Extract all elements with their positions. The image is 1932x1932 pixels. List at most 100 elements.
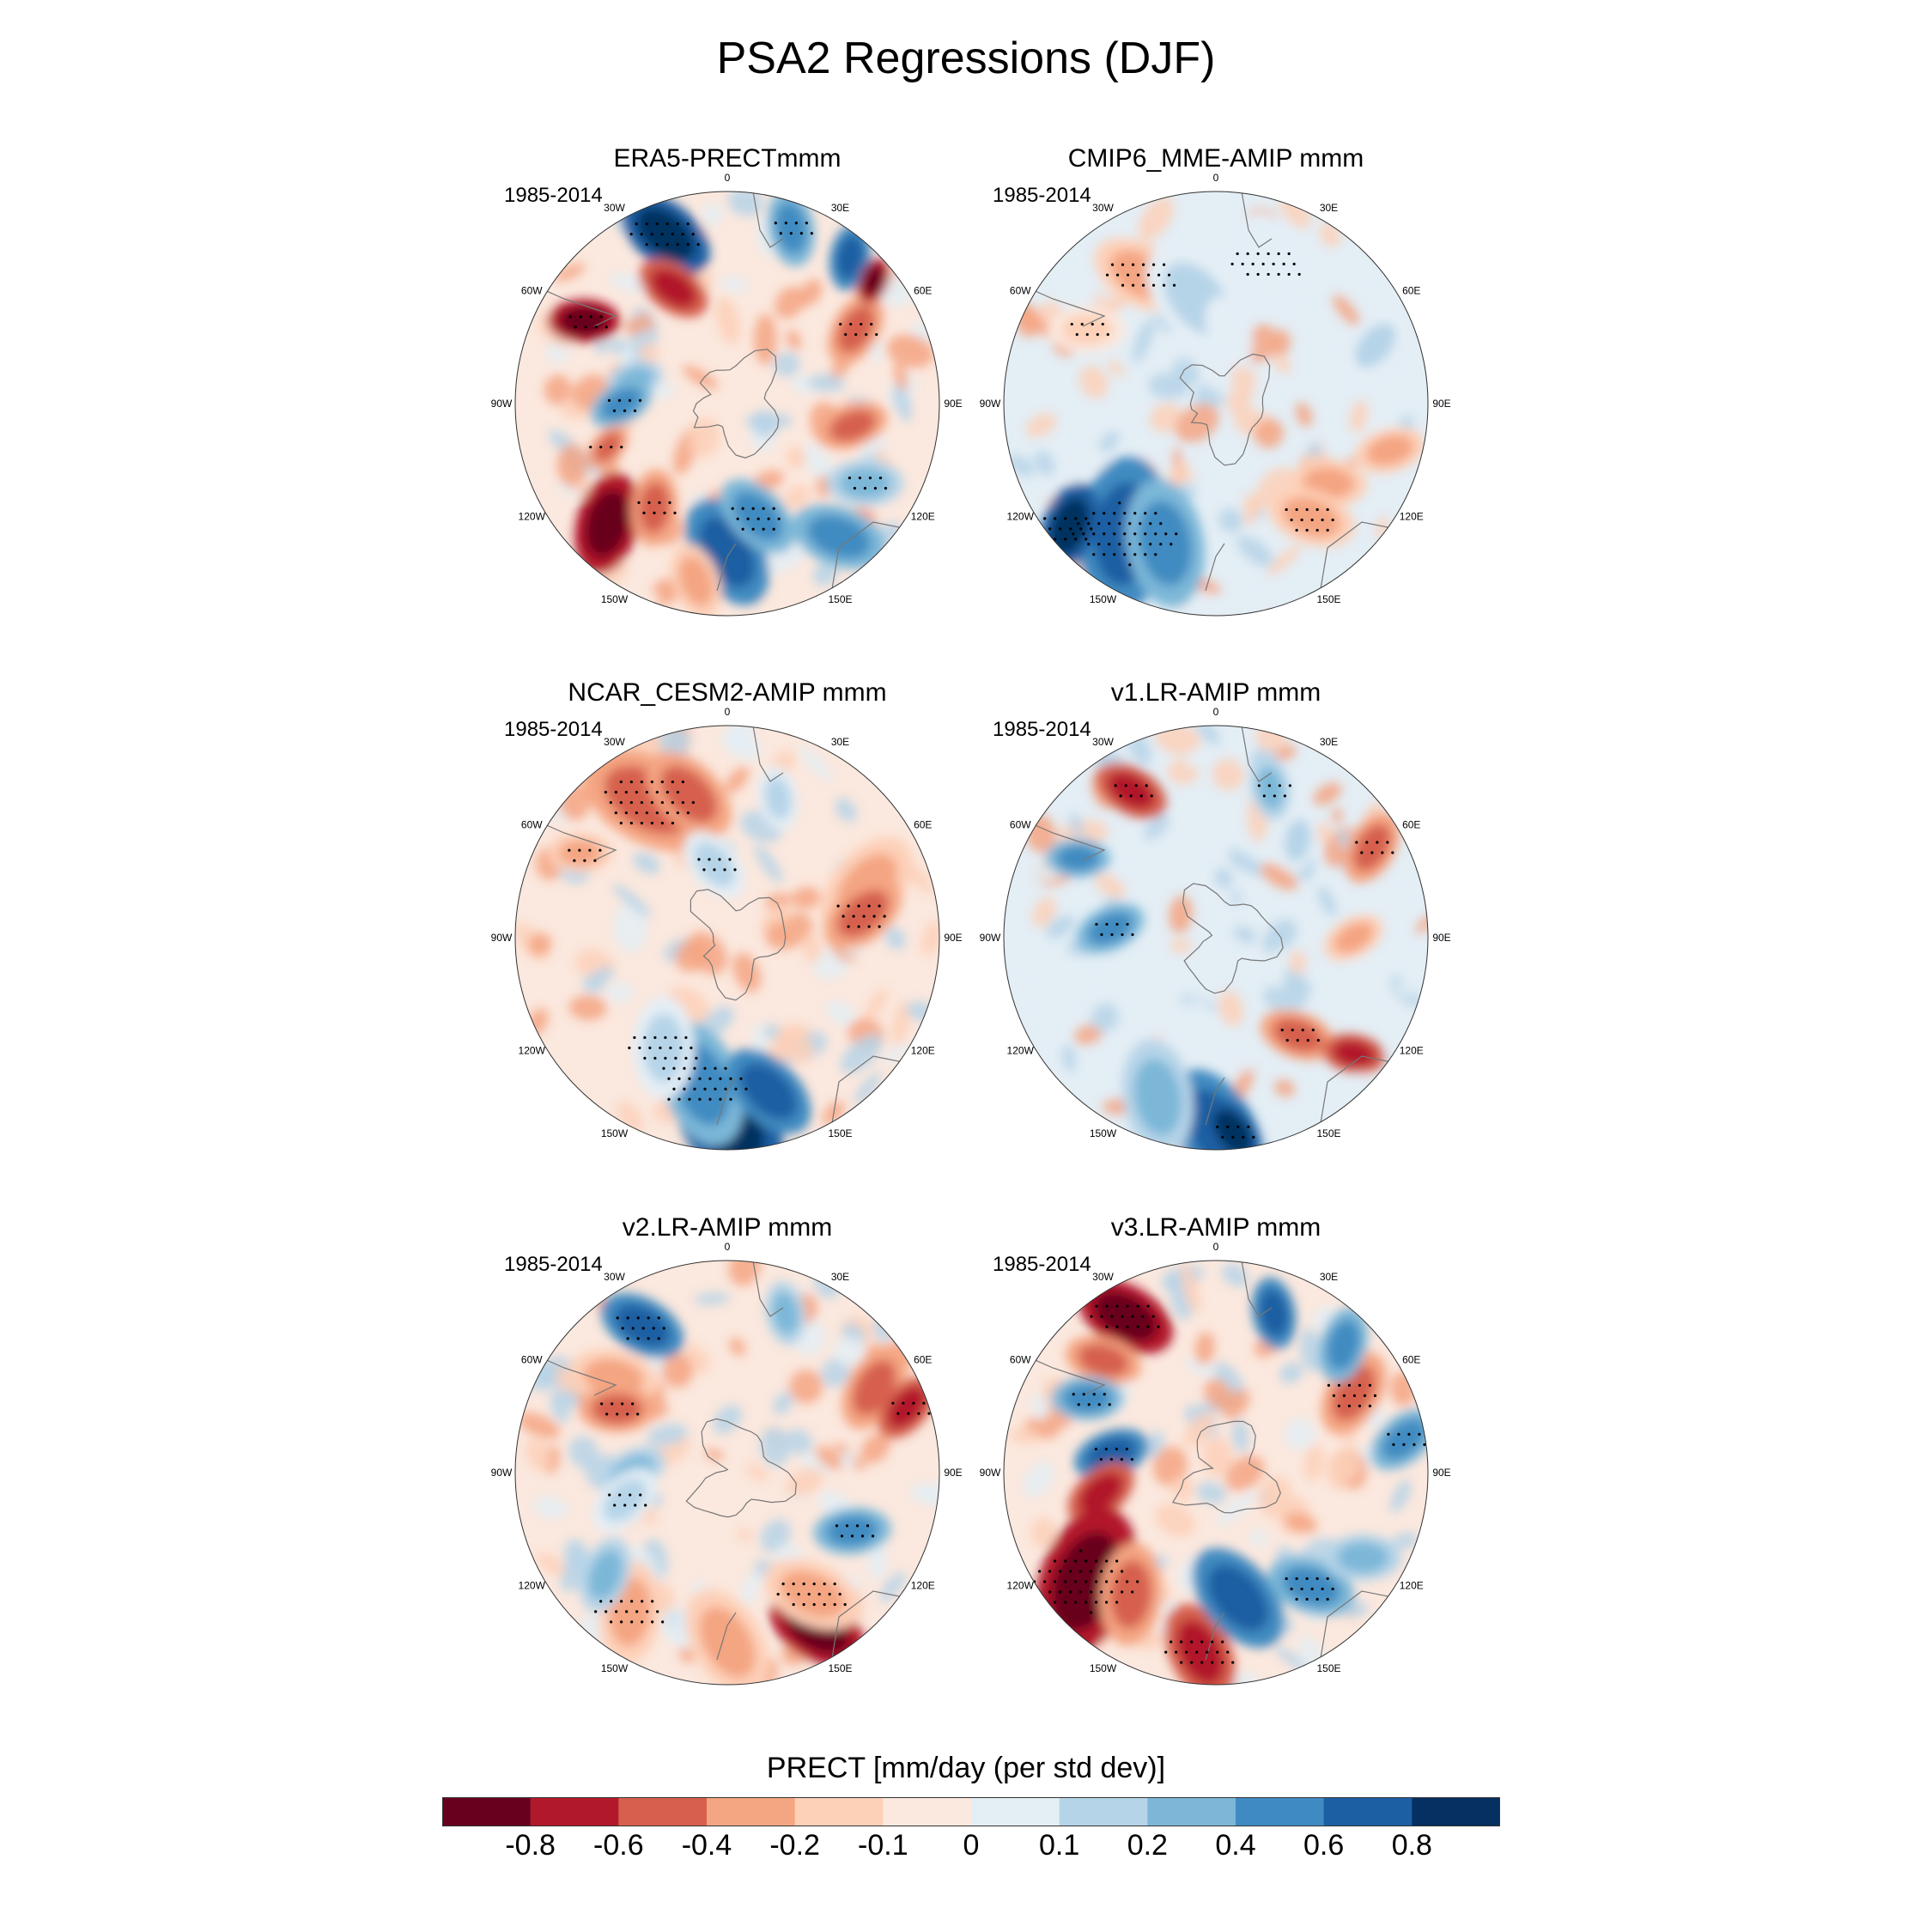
- stipple-dot: [840, 1534, 844, 1538]
- stipple-dot: [1337, 1404, 1341, 1407]
- stipple-dot: [744, 1087, 748, 1091]
- stipple-dot: [1134, 784, 1138, 787]
- longitude-label: 120E: [1400, 1045, 1424, 1057]
- stipple-dot: [739, 1077, 743, 1080]
- colorbar-swatch: [1323, 1797, 1413, 1826]
- stipple-dot: [669, 1046, 672, 1049]
- stipple-dot: [686, 222, 690, 226]
- colorbar-swatch: [883, 1797, 972, 1826]
- precip-anomaly: [773, 352, 800, 377]
- stipple-dot: [784, 222, 787, 225]
- stipple-dot: [674, 1056, 677, 1060]
- precip-anomaly: [1363, 800, 1384, 821]
- stipple-dot: [1154, 512, 1157, 515]
- stipple-dot: [1290, 1587, 1293, 1591]
- stipple-dot: [1101, 322, 1104, 326]
- precip-anomaly: [650, 269, 697, 308]
- stipple-dot: [1315, 528, 1319, 532]
- precip-anomaly: [1049, 497, 1090, 556]
- colorbar-swatch: [618, 1797, 708, 1826]
- stipple-dot: [1084, 1580, 1088, 1583]
- stipple-dot: [845, 1524, 849, 1528]
- stipple-dot: [1114, 784, 1117, 787]
- stipple-dot: [719, 1097, 722, 1101]
- stipple-dot: [857, 925, 860, 928]
- precip-anomaly: [1252, 357, 1273, 400]
- precip-anomaly: [694, 842, 735, 887]
- stipple-dot: [1038, 1570, 1042, 1573]
- precip-anomaly: [1034, 451, 1055, 476]
- longitude-label: 60W: [521, 285, 543, 297]
- stipple-dot: [683, 1066, 686, 1070]
- longitude-label: 0: [725, 1241, 731, 1253]
- stipple-dot: [1139, 543, 1142, 546]
- precip-anomaly: [1354, 323, 1396, 368]
- stipple-dot: [647, 1316, 650, 1320]
- stipple-dot: [681, 800, 684, 805]
- colorbar: [442, 1797, 1500, 1826]
- longitude-label: 30W: [1092, 736, 1114, 748]
- precip-anomaly: [594, 341, 610, 355]
- stipple-dot: [853, 487, 857, 490]
- panel-v1lr: v1.LR-AMIP mmm 1985-2014 0 30E 60E 90E 120E 1…: [975, 678, 1456, 1159]
- stipple-dot: [733, 868, 737, 872]
- stipple-dot: [1092, 1393, 1096, 1396]
- stipple-dot: [1277, 252, 1280, 256]
- longitude-label: 180: [1207, 623, 1224, 625]
- stipple-dot: [1074, 1601, 1078, 1604]
- longitude-label: 90W: [980, 1467, 1001, 1479]
- stipple-dot: [1305, 507, 1309, 512]
- stipple-dot: [1121, 933, 1124, 937]
- stipple-dot: [1091, 322, 1094, 326]
- precip-anomaly: [753, 313, 777, 365]
- stipple-dot: [1108, 522, 1111, 526]
- stipple-dot: [1136, 1325, 1139, 1328]
- stipple-dot: [683, 1087, 686, 1091]
- stipple-dot: [653, 1036, 657, 1039]
- colorbar-swatch: [442, 1797, 532, 1826]
- stipple-dot: [1136, 1304, 1139, 1308]
- stipple-dot: [1272, 262, 1275, 266]
- precip-anomaly: [789, 1370, 823, 1404]
- stipple-dot: [1288, 784, 1291, 787]
- precip-anomaly: [815, 1445, 842, 1470]
- polar-map: 0 30E 60E 90E 120E 150E 180 150W 120W 90W 60W 30W: [980, 1241, 1451, 1694]
- stipple-dot: [1126, 1580, 1129, 1583]
- stipple-dot: [873, 487, 878, 490]
- stipple-dot: [1121, 1570, 1124, 1573]
- stipple-dot: [1103, 553, 1106, 556]
- panel-title: NCAR_CESM2-AMIP mmm: [568, 678, 887, 707]
- stipple-dot: [802, 1583, 805, 1586]
- polar-map: 0 30E 60E 90E 120E 150E 180 150W 120W 90W 60W 30W: [491, 1241, 963, 1694]
- longitude-label: 30E: [831, 1271, 849, 1283]
- stipple-dot: [1172, 283, 1176, 287]
- longitude-label: 150W: [1090, 1662, 1117, 1674]
- stipple-dot: [611, 1402, 614, 1406]
- stipple-dot: [802, 1603, 805, 1607]
- stipple-dot: [777, 517, 781, 520]
- precip-anomaly: [772, 1291, 799, 1335]
- precip-anomaly: [1086, 1437, 1137, 1472]
- precip-anomaly: [1208, 366, 1225, 396]
- stipple-dot: [1392, 1443, 1395, 1446]
- stipple-dot: [598, 848, 602, 852]
- precip-anomaly: [785, 1429, 813, 1455]
- stipple-dot: [659, 1046, 662, 1049]
- precip-anomaly: [1273, 1079, 1296, 1097]
- stipple-dot: [868, 477, 872, 480]
- stipple-dot: [1149, 522, 1152, 526]
- stipple-dot: [1185, 1650, 1188, 1654]
- stipple-dot: [1262, 794, 1266, 798]
- stipple-dot: [650, 780, 653, 784]
- stipple-dot: [860, 322, 863, 326]
- precip-anomaly: [1410, 952, 1427, 970]
- precip-anomaly: [1009, 1428, 1042, 1444]
- stipple-dot: [650, 233, 653, 236]
- stipple-dot: [663, 511, 666, 514]
- precip-anomaly: [1074, 1024, 1103, 1045]
- precip-anomaly: [1087, 911, 1133, 945]
- stipple-dot: [838, 1593, 841, 1596]
- longitude-label: 60W: [1010, 1354, 1031, 1366]
- stipple-dot: [686, 243, 690, 246]
- precip-anomaly: [1313, 782, 1342, 806]
